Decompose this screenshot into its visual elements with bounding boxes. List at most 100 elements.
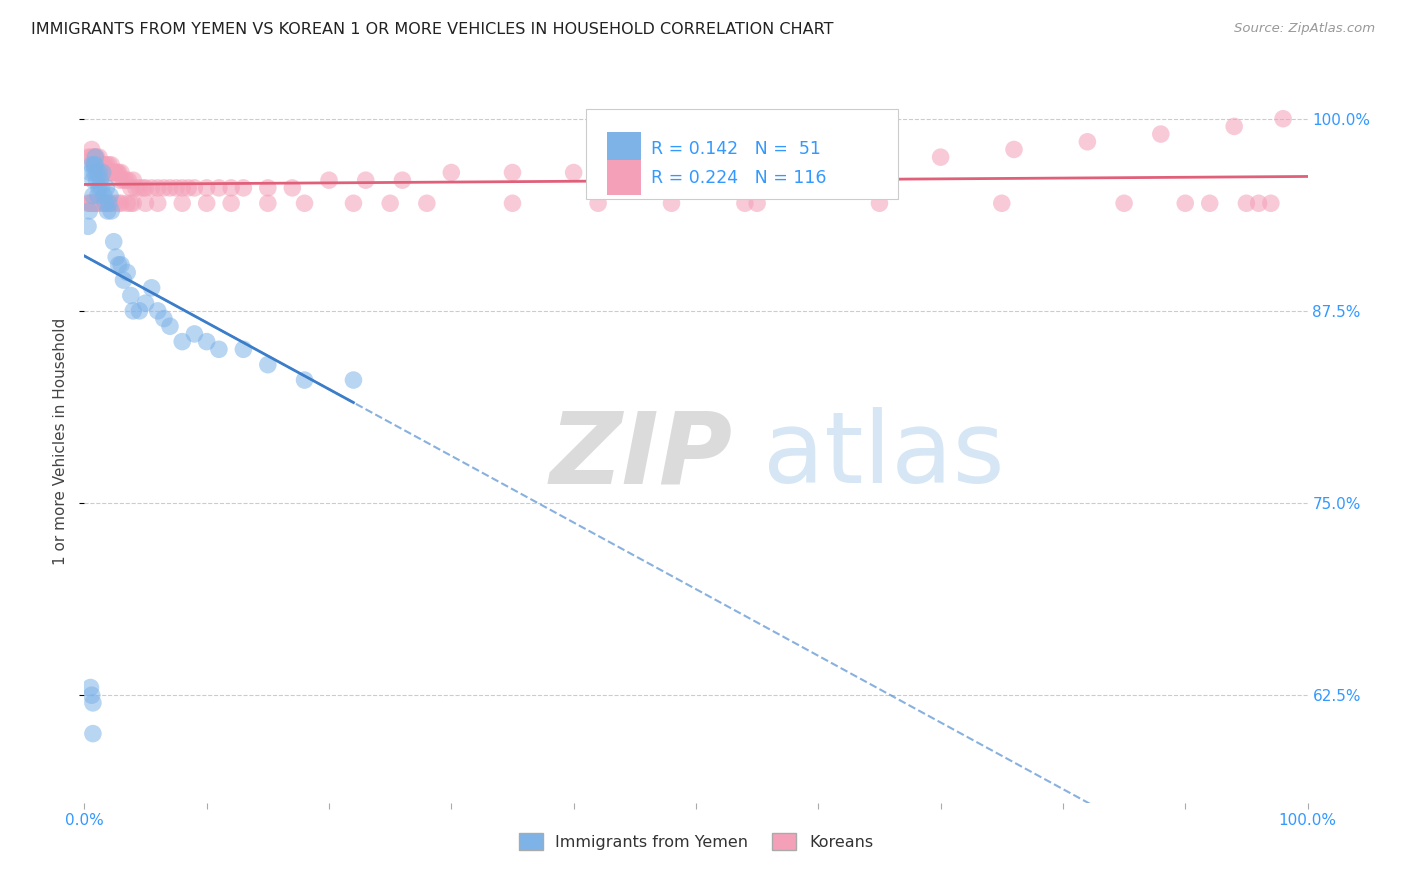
Point <box>1260 196 1282 211</box>
Point <box>93 165 115 179</box>
Point <box>117 173 139 187</box>
Point <box>502 196 524 211</box>
Point <box>294 196 316 211</box>
Point <box>90 181 112 195</box>
Point <box>86 165 108 179</box>
Point <box>172 181 194 195</box>
Point <box>709 150 731 164</box>
Text: Source: ZipAtlas.com: Source: ZipAtlas.com <box>1234 22 1375 36</box>
Point <box>257 181 280 195</box>
Point <box>380 196 402 211</box>
Y-axis label: 1 or more Vehicles in Household: 1 or more Vehicles in Household <box>53 318 69 566</box>
Point <box>82 696 104 710</box>
Point <box>115 265 138 279</box>
Point <box>110 196 132 211</box>
Point <box>80 196 103 211</box>
Point <box>84 196 107 211</box>
Point <box>991 196 1014 211</box>
Point <box>91 158 114 172</box>
Point <box>84 158 107 172</box>
Text: atlas: atlas <box>763 408 1005 505</box>
Point <box>98 188 121 202</box>
Point <box>112 173 135 187</box>
Point <box>869 196 891 211</box>
Point <box>103 235 125 249</box>
Point <box>195 196 218 211</box>
Point <box>135 296 157 310</box>
Point <box>132 181 155 195</box>
Point <box>98 165 121 179</box>
Point <box>219 181 242 195</box>
Text: IMMIGRANTS FROM YEMEN VS KOREAN 1 OR MORE VEHICLES IN HOUSEHOLD CORRELATION CHAR: IMMIGRANTS FROM YEMEN VS KOREAN 1 OR MOR… <box>31 22 834 37</box>
Point <box>219 196 242 211</box>
Point <box>105 250 128 264</box>
Point <box>636 158 658 172</box>
Point <box>177 181 200 195</box>
Point <box>87 165 110 179</box>
Point <box>87 181 110 195</box>
Point <box>90 165 112 179</box>
Legend: Immigrants from Yemen, Koreans: Immigrants from Yemen, Koreans <box>512 827 880 856</box>
Point <box>135 196 157 211</box>
Point <box>342 196 364 211</box>
Bar <box>606 132 641 166</box>
Point <box>86 196 108 211</box>
Point <box>586 196 609 211</box>
Point <box>97 196 120 211</box>
Point <box>159 319 181 334</box>
Point <box>87 196 110 211</box>
Point <box>153 181 176 195</box>
Point <box>232 343 254 357</box>
Point <box>153 311 176 326</box>
Point <box>94 196 117 211</box>
Point <box>110 258 132 272</box>
Point <box>86 173 108 187</box>
Point <box>80 688 103 702</box>
Point <box>257 358 280 372</box>
Point <box>146 196 169 211</box>
Point <box>141 281 163 295</box>
Point <box>208 343 231 357</box>
Point <box>1236 196 1258 211</box>
Point <box>141 181 163 195</box>
Point <box>1272 112 1295 126</box>
Point <box>79 165 101 179</box>
Point <box>1114 196 1136 211</box>
Point <box>208 181 231 195</box>
Point <box>502 165 524 179</box>
Point <box>83 196 105 211</box>
Point <box>1150 127 1173 141</box>
Point <box>107 165 129 179</box>
Point <box>84 158 107 172</box>
Point <box>195 181 218 195</box>
Point <box>86 158 108 172</box>
Point <box>93 196 115 211</box>
Point <box>83 158 105 172</box>
Point <box>146 304 169 318</box>
Point <box>108 173 131 187</box>
Point <box>84 150 107 164</box>
Point <box>91 165 114 179</box>
Point <box>80 143 103 157</box>
Point <box>856 150 879 164</box>
Point <box>77 196 100 211</box>
Point <box>165 181 187 195</box>
Point <box>342 373 364 387</box>
Point <box>89 173 111 187</box>
Point <box>294 373 316 387</box>
Point <box>101 165 124 179</box>
Point <box>195 334 218 349</box>
Point <box>416 196 439 211</box>
Point <box>93 188 115 202</box>
Point <box>107 258 129 272</box>
Point <box>104 196 127 211</box>
Point <box>82 173 104 187</box>
Point <box>1076 135 1098 149</box>
Point <box>96 158 118 172</box>
Point <box>354 173 377 187</box>
Point <box>94 165 117 179</box>
Point <box>257 196 280 211</box>
Point <box>96 181 118 195</box>
Bar <box>606 161 641 195</box>
Point <box>105 165 128 179</box>
